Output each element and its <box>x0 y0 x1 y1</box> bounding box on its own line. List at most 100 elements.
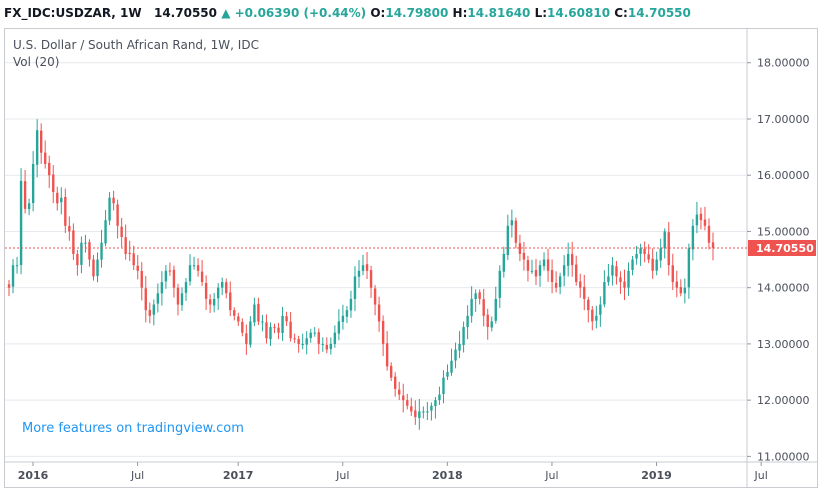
candle-body <box>414 410 417 418</box>
candle-body <box>132 253 135 266</box>
candle-body <box>671 265 674 283</box>
candle-body <box>406 400 409 406</box>
candle-body <box>156 293 160 304</box>
candle-body <box>68 225 71 232</box>
candle-body <box>128 252 131 254</box>
candle-body <box>317 332 320 344</box>
candle-body <box>571 254 574 266</box>
candle-body <box>490 321 493 328</box>
candle-body <box>679 287 683 294</box>
candle-body <box>466 315 469 328</box>
candle-body <box>305 338 308 345</box>
candle-body <box>599 304 602 315</box>
candle-body <box>579 281 582 288</box>
candle-body <box>442 377 445 395</box>
x-tick-label: Jul <box>544 469 558 482</box>
candle-body <box>522 252 526 260</box>
candle-body <box>208 299 212 305</box>
candle-body <box>116 204 119 226</box>
candle-body <box>538 265 542 276</box>
candle-body <box>377 304 381 322</box>
candle-body <box>281 315 284 333</box>
candle-body <box>216 287 220 299</box>
candle-body <box>393 376 397 389</box>
candle-body <box>635 253 638 259</box>
high-label: H: <box>452 6 468 20</box>
price-change: +0.06390 (+0.44%) <box>234 6 367 20</box>
candle-body <box>707 225 711 243</box>
candle-body <box>120 226 123 238</box>
candle-body <box>7 284 11 288</box>
candle-body <box>478 292 481 299</box>
candle-body <box>84 242 87 244</box>
candle-body <box>631 259 634 270</box>
chart-frame[interactable] <box>4 28 818 488</box>
change-arrow-icon: ▲ <box>221 6 231 20</box>
x-tick-label: Jul <box>335 469 349 482</box>
candle-body <box>583 286 586 299</box>
candle-body <box>530 270 534 272</box>
candle-body <box>554 282 558 288</box>
candle-body <box>591 309 594 322</box>
candle-body <box>542 259 546 267</box>
candle-body <box>176 287 180 305</box>
candle-body <box>233 310 236 316</box>
candle-body <box>265 322 268 339</box>
candle-body <box>337 321 341 334</box>
candle-body <box>595 315 598 321</box>
candle-body <box>56 192 59 204</box>
candle-body <box>285 316 288 322</box>
candle-body <box>100 242 103 260</box>
candle-body <box>88 242 91 260</box>
candle-body <box>297 339 300 344</box>
candle-body <box>229 292 232 311</box>
low-value: 14.60810 <box>547 6 611 20</box>
candle-body <box>699 213 703 221</box>
y-tick-label: 17.00000 <box>757 113 810 126</box>
candle-body <box>663 231 666 249</box>
candle-body <box>418 411 421 418</box>
candle-body <box>245 333 248 344</box>
chart-title: U.S. Dollar / South African Rand, 1W, ID… <box>13 38 259 52</box>
y-tick-label: 14.00000 <box>757 282 810 295</box>
y-tick-label: 15.00000 <box>757 225 810 238</box>
candle-body <box>60 197 63 203</box>
candle-body <box>410 406 413 412</box>
candle-body <box>534 270 538 277</box>
candle-body <box>144 288 147 311</box>
close-value: 14.70550 <box>627 6 691 20</box>
candle-body <box>241 321 244 333</box>
symbol-label: FX_IDC:USDZAR, 1W <box>4 6 142 20</box>
open-label: O: <box>370 6 386 20</box>
candle-body <box>27 203 31 210</box>
candle-body <box>361 265 365 271</box>
candle-body <box>257 303 260 322</box>
candle-body <box>398 389 401 395</box>
candle-body <box>655 259 658 271</box>
candle-body <box>52 174 55 193</box>
open-value: 14.79800 <box>385 6 449 20</box>
candle-body <box>611 265 614 276</box>
tradingview-link[interactable]: More features on tradingview.com <box>22 421 244 436</box>
candle-body <box>510 220 514 226</box>
candle-body <box>514 220 518 243</box>
candle-body <box>607 276 610 283</box>
candle-body <box>64 196 67 226</box>
candle-body <box>184 282 188 293</box>
candle-body <box>180 293 184 306</box>
ohlc-readout: FX_IDC:USDZAR, 1W 14.70550 ▲ +0.06390 (+… <box>4 6 691 20</box>
candle-body <box>691 225 695 250</box>
candle-body <box>566 253 570 266</box>
candle-body <box>474 293 477 299</box>
candle-body <box>667 232 670 266</box>
candle-body <box>333 332 337 345</box>
candle-body <box>15 265 19 267</box>
candle-body <box>48 162 51 176</box>
candle-body <box>506 225 510 256</box>
candle-body <box>321 343 324 345</box>
candle-body <box>301 343 304 345</box>
candle-body <box>212 298 216 306</box>
candle-body <box>550 270 554 283</box>
candle-body <box>72 230 75 254</box>
